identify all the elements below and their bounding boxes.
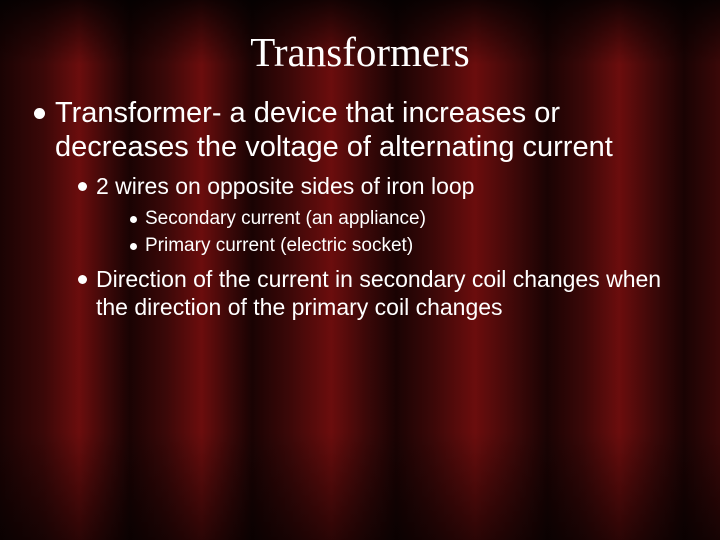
bullet-text: Primary current (electric socket) <box>145 234 686 259</box>
bullet-dot-icon <box>78 275 87 284</box>
bullet-dot-icon <box>34 108 45 119</box>
slide-content: Transformers Transformer- a device that … <box>0 0 720 322</box>
slide: Transformers Transformer- a device that … <box>0 0 720 540</box>
bullet-level2: 2 wires on opposite sides of iron loop <box>78 172 686 201</box>
bullet-level1: Transformer- a device that increases or … <box>34 96 686 164</box>
bullet-dot-icon <box>78 182 87 191</box>
bullet-level3: Secondary current (an appliance) <box>130 207 686 232</box>
slide-title: Transformers <box>34 28 686 76</box>
bullet-text: 2 wires on opposite sides of iron loop <box>96 172 686 201</box>
bullet-dot-icon <box>130 216 137 223</box>
bullet-dot-icon <box>130 243 137 250</box>
bullet-level2: Direction of the current in secondary co… <box>78 265 686 323</box>
bullet-level3: Primary current (electric socket) <box>130 234 686 259</box>
bullet-text: Transformer- a device that increases or … <box>55 96 686 164</box>
bullet-text: Secondary current (an appliance) <box>145 207 686 232</box>
bullet-text: Direction of the current in secondary co… <box>96 265 686 323</box>
